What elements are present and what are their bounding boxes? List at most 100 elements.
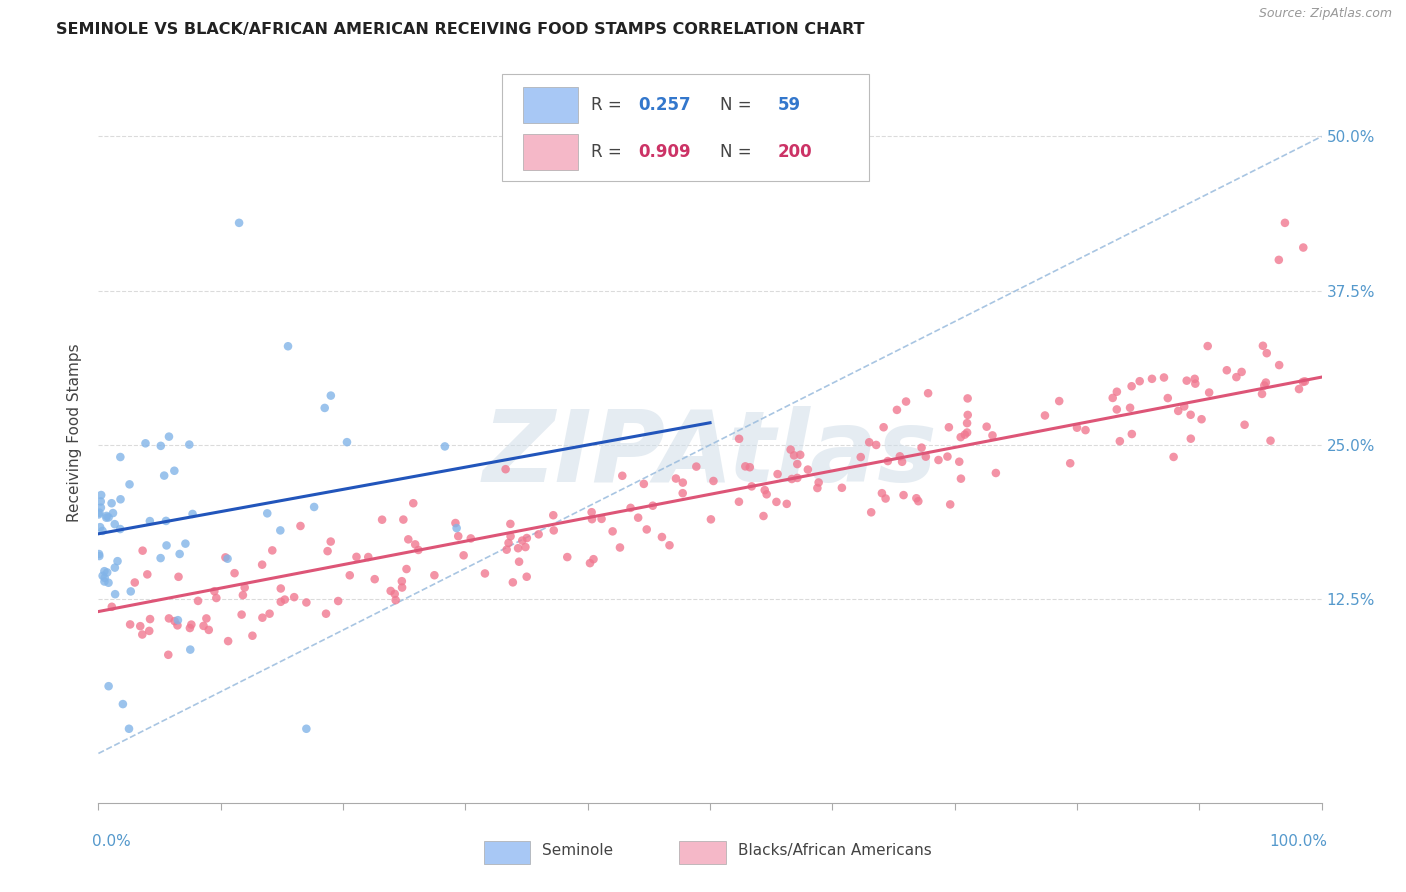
Point <box>1216 363 1239 377</box>
Point <box>384 593 406 607</box>
Bar <box>523 135 578 170</box>
Point <box>609 541 631 555</box>
Point <box>893 488 915 502</box>
Point <box>672 475 695 490</box>
Point <box>665 471 688 485</box>
Point <box>202 584 225 599</box>
Point <box>118 722 141 736</box>
Point <box>786 457 808 471</box>
Point <box>498 536 520 550</box>
Point <box>101 599 124 614</box>
Point <box>319 534 342 549</box>
Point <box>408 543 430 558</box>
Point <box>1153 370 1175 384</box>
Point <box>582 552 605 566</box>
Point <box>295 595 318 609</box>
Point <box>87 508 110 522</box>
Point <box>167 570 190 584</box>
Point <box>157 611 180 625</box>
Point <box>636 523 658 537</box>
Point <box>831 481 853 495</box>
Point <box>423 568 446 582</box>
Point <box>319 389 342 403</box>
Point <box>1175 374 1198 388</box>
Point <box>886 403 908 417</box>
Point <box>149 551 172 566</box>
Point <box>193 619 215 633</box>
Bar <box>484 840 530 864</box>
Point <box>1180 408 1202 422</box>
Point <box>1047 394 1070 409</box>
Point <box>658 538 681 552</box>
Point <box>1292 375 1315 389</box>
Point <box>728 494 751 508</box>
Point <box>612 468 634 483</box>
Text: 0.0%: 0.0% <box>93 834 131 848</box>
Text: Blacks/African Americans: Blacks/African Americans <box>738 844 932 858</box>
Point <box>302 500 325 514</box>
Point <box>602 524 624 539</box>
Point <box>110 450 132 464</box>
Point <box>90 488 112 502</box>
Text: Seminole: Seminole <box>543 844 613 858</box>
Point <box>1033 409 1056 423</box>
Point <box>139 514 162 528</box>
Point <box>956 425 979 440</box>
Point <box>1294 375 1316 389</box>
Point <box>789 448 811 462</box>
Point <box>516 531 538 545</box>
Point <box>396 533 419 547</box>
Point <box>806 481 828 495</box>
Point <box>543 524 565 538</box>
Point <box>157 429 180 443</box>
Point <box>728 432 751 446</box>
Point <box>139 612 162 626</box>
Point <box>110 492 132 507</box>
Point <box>527 527 550 541</box>
Point <box>163 464 186 478</box>
Text: 0.257: 0.257 <box>638 96 690 114</box>
Point <box>543 508 565 523</box>
Point <box>101 506 124 520</box>
Point <box>214 550 236 565</box>
Point <box>136 567 159 582</box>
Point <box>776 497 799 511</box>
Point <box>1225 370 1247 384</box>
Point <box>277 339 299 353</box>
Point <box>197 623 219 637</box>
Point <box>232 588 254 602</box>
Point <box>97 510 120 524</box>
Point <box>89 506 111 520</box>
Point <box>1197 339 1219 353</box>
Point <box>111 697 134 711</box>
Point <box>938 420 960 434</box>
Point <box>1184 376 1206 391</box>
Point <box>734 459 756 474</box>
Point <box>1121 379 1143 393</box>
Point <box>1256 346 1278 360</box>
Point <box>1074 423 1097 437</box>
Point <box>1121 427 1143 442</box>
Point <box>1184 372 1206 386</box>
Point <box>87 547 110 561</box>
Point <box>499 516 522 531</box>
Point <box>138 624 160 638</box>
Point <box>252 610 274 624</box>
Point <box>104 587 127 601</box>
Point <box>93 571 115 585</box>
Point <box>447 529 470 543</box>
Point <box>516 570 538 584</box>
Point <box>315 607 337 621</box>
Point <box>581 512 603 526</box>
Point <box>956 416 979 430</box>
Point <box>907 494 929 508</box>
Point <box>765 495 787 509</box>
Point <box>180 617 202 632</box>
Point <box>339 568 361 582</box>
Point <box>786 471 808 485</box>
Point <box>179 642 201 657</box>
Point <box>506 541 529 556</box>
Point <box>633 476 655 491</box>
Point <box>104 517 127 532</box>
FancyBboxPatch shape <box>502 73 869 181</box>
